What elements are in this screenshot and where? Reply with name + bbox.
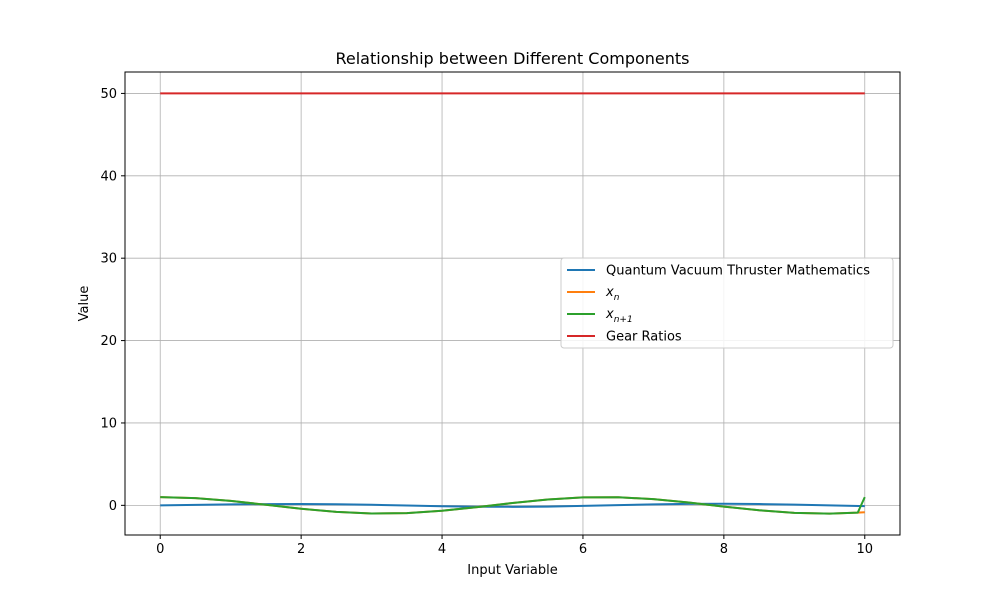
y-tick-label: 20: [100, 334, 117, 349]
series-line-2: [160, 496, 866, 515]
legend-label-3: Gear Ratios: [606, 330, 682, 345]
y-tick-label: 0: [109, 499, 117, 514]
chart-title: Relationship between Different Component…: [335, 49, 689, 68]
legend-box: [560, 257, 894, 349]
series-line-0: [160, 502, 865, 508]
x-tick-label: 2: [297, 542, 305, 557]
x-tick-label: 10: [856, 542, 873, 557]
x-tick-label: 4: [438, 542, 446, 557]
x-axis-label: Input Variable: [467, 563, 557, 578]
legend-label-2: xn+1: [605, 307, 633, 325]
y-tick-label: 30: [100, 252, 117, 267]
y-axis-label: Value: [77, 286, 92, 322]
y-tick-label: 40: [100, 169, 117, 184]
ticks: 0 2 4 6 8 10 0 10 20 30 40 50: [100, 87, 873, 557]
y-tick-label: 50: [100, 87, 117, 102]
legend: Quantum Vacuum Thruster Mathematics xn xn+…: [560, 257, 894, 349]
legend-label-1: xn: [605, 285, 620, 303]
axes-frame: [124, 71, 901, 536]
x-tick-label: 8: [720, 542, 728, 557]
x-tick-label: 0: [156, 542, 164, 557]
series-lines: [160, 92, 866, 515]
legend-label-0: Quantum Vacuum Thruster Mathematics: [606, 264, 870, 279]
y-tick-label: 10: [100, 416, 117, 431]
x-tick-label: 6: [579, 542, 587, 557]
